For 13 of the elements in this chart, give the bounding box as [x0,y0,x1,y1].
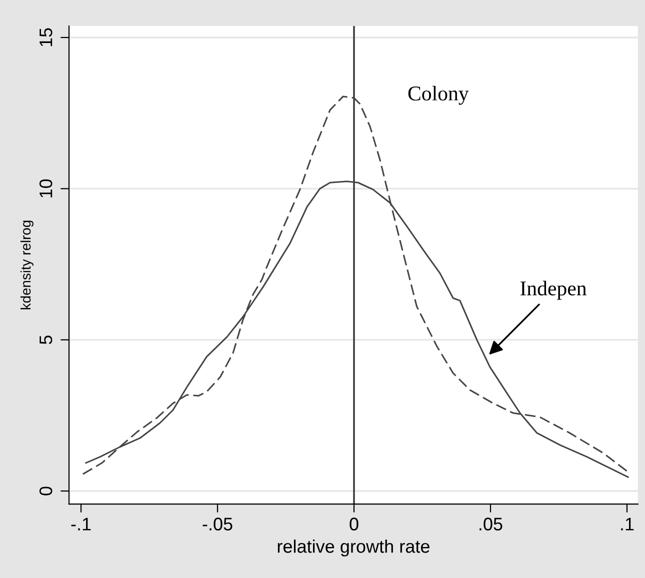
x-tick-label: -.1 [71,518,91,530]
y-tick-label: 10 [39,179,52,198]
y-axis-title: kdensity relrog [20,220,34,310]
x-tick-label: 0 [350,518,358,530]
annotation: Indepen [520,280,586,300]
y-tick-label: 15 [40,28,52,46]
annotation: Colony [408,86,469,105]
y-tick-label: 5 [40,336,52,344]
x-tick-label: .1 [621,518,634,530]
x-axis-title: relative growth rate [278,540,430,556]
x-tick-label: -.05 [202,518,232,530]
y-tick-label: 0 [39,486,52,496]
x-tick-label: .05 [480,518,502,530]
